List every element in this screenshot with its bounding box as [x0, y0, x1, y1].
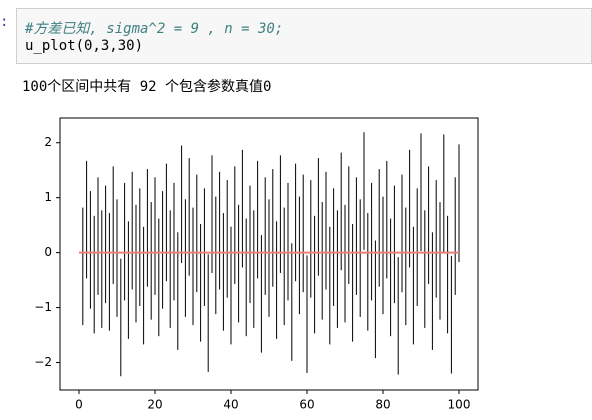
- x-tick-label: 100: [448, 398, 471, 412]
- x-tick-label: 60: [299, 398, 314, 412]
- x-tick-label: 80: [375, 398, 390, 412]
- x-tick-label: 40: [223, 398, 238, 412]
- y-tick-label: −1: [34, 300, 52, 314]
- y-tick-label: −2: [34, 355, 52, 369]
- code-cell[interactable]: #方差已知, sigma^2 = 9 , n = 30; u_plot(0,3,…: [16, 8, 592, 64]
- y-tick-label: 2: [44, 135, 52, 149]
- plot-frame: [59, 117, 479, 391]
- code-call: u_plot(0,3,30): [25, 38, 144, 54]
- x-tick-label: 0: [75, 398, 83, 412]
- cell-prompt: :: [0, 14, 9, 30]
- y-tick-label: 1: [44, 190, 52, 204]
- x-tick-label: 20: [147, 398, 162, 412]
- y-tick-label: 0: [44, 245, 52, 259]
- output-text: 100个区间中共有 92 个包含参数真值0: [22, 79, 272, 95]
- code-comment: #方差已知, sigma^2 = 9 , n = 30;: [25, 21, 284, 37]
